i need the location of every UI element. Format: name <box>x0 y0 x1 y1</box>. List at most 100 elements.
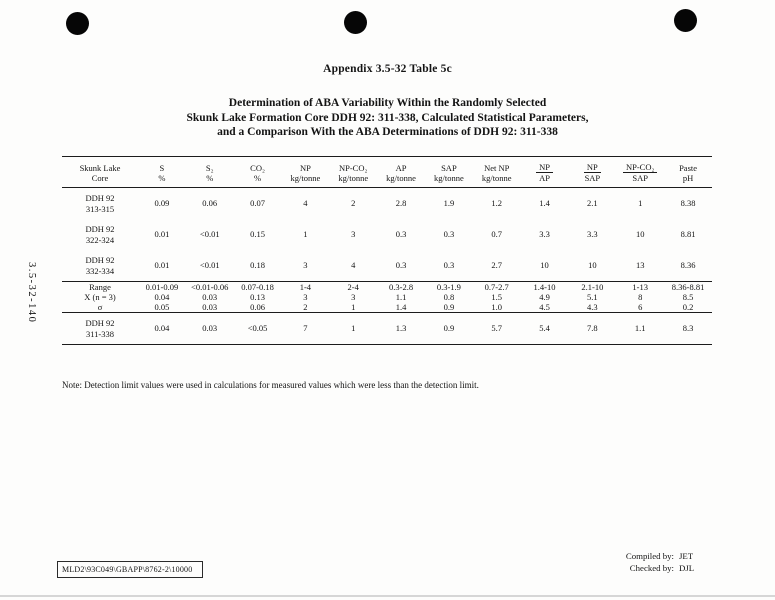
table-header: Skunk Lake Core S% S₂% CO₂% NP kg/tonne NP-CO₂ k… <box>62 156 712 188</box>
table-cell: 1.4-10 <box>520 281 569 292</box>
table-cell: 2.1 <box>587 198 598 209</box>
table-cell: 7.8 <box>568 312 617 345</box>
table-cell: 0.8 <box>443 292 455 302</box>
table-cell: 10 <box>635 229 645 240</box>
table-cell: 1.9 <box>443 198 455 209</box>
column-header: AP kg/tonne <box>377 156 425 188</box>
table-cell: 4 <box>351 260 356 271</box>
table-cell: 0.3 <box>443 260 455 271</box>
table-cell: 8.81 <box>680 229 696 240</box>
table-cell: 0.03 <box>185 312 234 345</box>
table-cell: 10 <box>588 260 597 271</box>
hole-punch-mark-left <box>66 12 89 35</box>
table-cell: 10 <box>540 260 549 271</box>
table-cell: 0.05 <box>154 302 170 312</box>
compiled-by-row: Compiled by: JET <box>626 551 703 563</box>
table-cell: 0.03 <box>202 302 218 312</box>
table-cell: 0.9 <box>424 312 473 345</box>
table-cell: 8.36 <box>680 260 696 271</box>
table-cell: 0.7-2.7 <box>472 281 521 292</box>
table-cell: 3 <box>303 292 308 302</box>
row-label: Range <box>62 281 138 292</box>
table-cell: <0.01-0.06 <box>185 281 234 292</box>
compiled-by-value: JET <box>679 551 694 561</box>
table-cell: 0.18 <box>250 260 265 271</box>
appendix-title: Appendix 3.5-32 Table 5c <box>323 63 452 75</box>
table-cell: 8.5 <box>682 292 694 302</box>
table-title-line-2: Skunk Lake Formation Core DDH 92: 311-33… <box>186 111 589 124</box>
table-cell: 2 <box>303 302 308 312</box>
scan-edge-artifact <box>0 595 775 597</box>
table-cell: 8.36-8.81 <box>664 281 712 292</box>
table-cell: 4.5 <box>539 302 550 312</box>
table-cell: 2.7 <box>491 260 503 271</box>
table-cell: 0.15 <box>250 229 265 240</box>
column-header: SAP kg/tonne <box>424 156 473 188</box>
table-cell: 0.01 <box>154 229 170 240</box>
table-cell: 1.4 <box>539 198 550 209</box>
column-header: NP kg/tonne <box>281 156 330 188</box>
table-cell: 0.07-0.18 <box>233 281 282 292</box>
aba-statistics-table: Skunk Lake Core S% S₂% CO₂% NP kg/tonne NP-CO₂ k… <box>62 156 712 345</box>
table-cell: 2.8 <box>395 198 407 209</box>
table-cell: 13 <box>635 260 645 271</box>
table-body: DDH 92 313-315 0.09 0.06 0.07 4 2 2.8 1.9 1.2 1.4 2… <box>62 188 712 345</box>
table-cell: 6 <box>638 302 643 312</box>
table-cell: 0.09 <box>154 198 170 209</box>
row-label: σ <box>97 302 103 312</box>
table-cell: 1 <box>638 198 643 209</box>
column-header: Paste pH <box>664 156 712 188</box>
table-cell: 5.7 <box>472 312 521 345</box>
row-label: DDH 92 322-324 <box>85 224 115 245</box>
column-header: S₂% <box>185 156 234 188</box>
column-header: Net NP kg/tonne <box>472 156 521 188</box>
table-cell: 3 <box>351 292 356 302</box>
column-header: CO₂% <box>233 156 282 188</box>
row-label: DDH 92 313-315 <box>85 193 115 214</box>
table-row: DDH 92 311-338 0.04 0.03 <0.05 7 1 1.3 0.9 5.7 5.4… <box>62 312 712 345</box>
table-cell: 5.4 <box>520 312 569 345</box>
table-header-row: Skunk Lake Core S% S₂% CO₂% NP kg/tonne NP-CO₂ k… <box>62 156 712 188</box>
table-cell: 0.03 <box>202 292 218 302</box>
table-cell: 8.3 <box>664 312 712 345</box>
table-cell: 0.3-1.9 <box>424 281 473 292</box>
column-header: NP-CO₂ kg/tonne <box>329 156 378 188</box>
table-cell: 0.07 <box>250 198 265 209</box>
table-cell: <0.01 <box>199 260 220 271</box>
table-cell: 0.7 <box>491 229 503 240</box>
table-cell: 1.0 <box>491 302 503 312</box>
table-cell: <0.05 <box>233 312 282 345</box>
table-cell: 4 <box>303 198 308 209</box>
table-row: Range 0.01-0.09 <0.01-0.06 0.07-0.18 1-4 2-4 0… <box>62 281 712 292</box>
checked-by-row: Checked by: DJL <box>626 563 703 575</box>
table-row: DDH 92 313-315 0.09 0.06 0.07 4 2 2.8 1.9 1.2 1.4 2… <box>62 188 712 220</box>
table-cell: 1-4 <box>281 281 330 292</box>
table-cell: 0.01-0.09 <box>138 281 186 292</box>
document-reference-code: MLD2\93C049\GBAPP\8762-2\10000 <box>57 561 204 578</box>
table-cell: 0.13 <box>250 292 265 302</box>
table-cell: 2.1-10 <box>568 281 617 292</box>
hole-punch-mark-center <box>344 11 367 34</box>
table-cell: 2 <box>351 198 356 209</box>
table-cell: 8 <box>638 292 643 302</box>
table-cell: 4.9 <box>539 292 550 302</box>
table-cell: 5.1 <box>587 292 598 302</box>
table-cell: 3.3 <box>539 229 550 240</box>
table-row: X (n = 3) 0.04 0.03 0.13 3 3 1.1 0.8 1.5 4.9 5.1 8 8… <box>62 292 712 302</box>
page-reference-number-vertical: 3.5-32-140 <box>26 262 37 324</box>
detection-limit-note: Note: Detection limit values were used i… <box>62 380 479 390</box>
table-cell: 1.2 <box>491 198 503 209</box>
table-cell: 0.3 <box>395 229 407 240</box>
table-row: DDH 92 322-324 0.01 <0.01 0.15 1 3 0.3 0.3 0.7 3.3… <box>62 219 712 250</box>
compiled-by-label: Compiled by: <box>625 551 674 561</box>
table-cell: 7 <box>281 312 330 345</box>
table-cell: 4.3 <box>587 302 598 312</box>
table-cell: 0.2 <box>682 302 694 312</box>
table-cell: 1 <box>351 302 356 312</box>
table-cell: 3 <box>351 229 356 240</box>
table-title: Determination of ABA Variability Within … <box>0 96 775 140</box>
table-cell: 0.9 <box>443 302 455 312</box>
column-header: NP-CO₂ SAP <box>616 156 665 188</box>
table-cell: 3 <box>303 260 308 271</box>
